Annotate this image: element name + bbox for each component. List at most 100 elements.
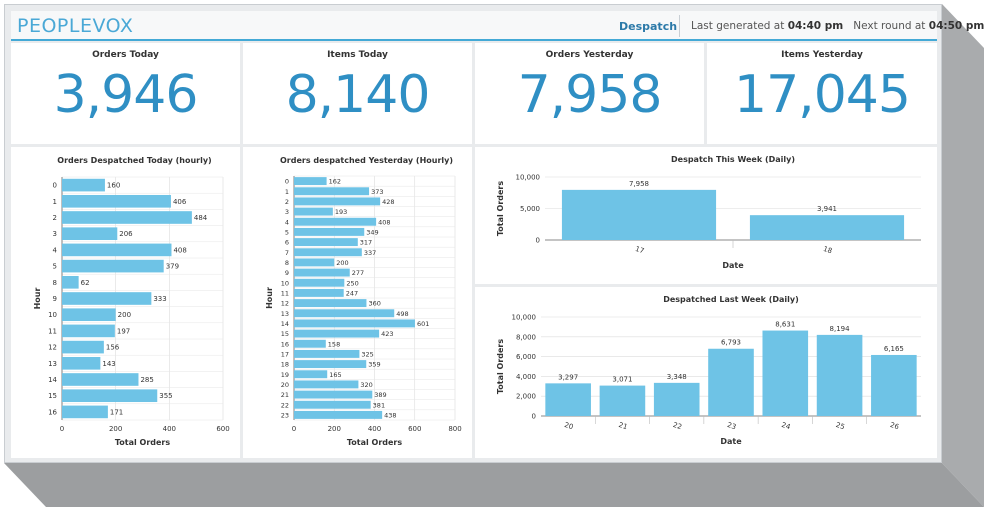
data-label: 3,071: [612, 376, 632, 384]
y-tick-label: 4: [53, 246, 58, 254]
y-tick-label: 12: [48, 344, 57, 352]
y-tick-label: 8: [285, 259, 289, 267]
y-tick-label: 10,000: [516, 174, 541, 182]
data-label: 360: [368, 300, 380, 308]
y-tick-label: 10: [48, 311, 57, 319]
data-label: 247: [346, 289, 358, 297]
y-tick-label: 13: [48, 360, 57, 368]
data-label: 498: [396, 310, 408, 318]
kpi-title: Orders Yesterday: [545, 50, 634, 60]
data-label: 406: [173, 198, 187, 206]
data-label: 197: [117, 327, 130, 335]
kpi-title: Orders Today: [92, 50, 159, 60]
data-label: 355: [159, 392, 172, 400]
y-tick-label: 22: [281, 401, 289, 409]
header-bar: PEOPLEVOX Despatch Last generated at 04:…: [11, 11, 984, 41]
data-label: 6,793: [721, 339, 741, 347]
data-label: 160: [107, 182, 120, 190]
data-label: 200: [336, 259, 348, 267]
data-label: 381: [373, 401, 385, 409]
chart-title: Orders despatched Yesterday (Hourly): [280, 156, 453, 165]
data-label: 601: [417, 320, 429, 328]
bar: [294, 278, 345, 287]
chart-panel-today-hourly: Orders Despatched Today (hourly) 0 200 400 6…: [11, 147, 240, 458]
y-tick-label: 14: [281, 320, 289, 328]
x-tick-label: 17: [634, 245, 645, 255]
bar: [62, 405, 108, 419]
x-tick-label: 400: [163, 425, 176, 433]
y-tick-label: 9: [285, 269, 289, 277]
x-axis-title: Date: [720, 437, 742, 446]
kpi-value: 3,946: [53, 65, 199, 125]
chart-today-hourly: Orders Despatched Today (hourly) 0 200 400 6…: [33, 156, 230, 447]
y-tick-label: 3: [53, 230, 57, 238]
y-tick-label: 5,000: [520, 205, 540, 213]
y-tick-label: 9: [53, 295, 57, 303]
y-tick-label: 5: [285, 228, 289, 236]
nav-despatch[interactable]: Despatch: [619, 20, 678, 33]
data-label: 3,297: [558, 373, 578, 381]
y-tick-label: 11: [281, 289, 289, 297]
bar: [62, 227, 118, 241]
data-label: 158: [328, 340, 340, 348]
bar: [62, 194, 171, 208]
y-tick-label: 11: [48, 327, 57, 335]
data-label: 428: [382, 198, 394, 206]
y-axis-title: Hour: [33, 288, 42, 310]
data-label: 349: [366, 228, 378, 236]
x-tick-label: 23: [726, 421, 737, 431]
data-label: 317: [360, 239, 372, 247]
x-tick-label: 400: [368, 425, 381, 433]
data-label: 171: [110, 408, 123, 416]
bar: [294, 360, 367, 369]
bar: [294, 288, 344, 297]
x-tick-label: 200: [328, 425, 341, 433]
y-tick-label: 2: [53, 214, 57, 222]
peoplevox-logo[interactable]: PEOPLEVOX: [17, 15, 134, 37]
y-tick-label: 10,000: [512, 314, 537, 322]
data-label: 193: [335, 208, 347, 216]
y-tick-label: 4: [285, 218, 289, 226]
bar: [816, 334, 863, 416]
bar: [62, 178, 105, 192]
data-label: 359: [368, 361, 380, 369]
bar: [294, 207, 333, 216]
bar: [871, 354, 917, 416]
data-label: 165: [329, 371, 341, 379]
y-tick-label: 8: [53, 279, 57, 287]
bar: [294, 370, 328, 379]
kpi-items-yesterday: Items Yesterday 17,045: [707, 43, 937, 144]
data-label: 156: [106, 344, 120, 352]
y-tick-label: 10: [281, 279, 289, 287]
bar: [62, 373, 139, 386]
bar: [62, 259, 164, 273]
bar: [62, 275, 79, 289]
bar: [294, 248, 362, 257]
bar: [749, 215, 905, 240]
bar: [62, 389, 158, 403]
slab-right-face: [942, 4, 984, 507]
generated-time: 04:40 pm: [787, 20, 844, 32]
bar: [294, 349, 360, 358]
data-label: 200: [118, 311, 131, 319]
x-tick-label: 0: [292, 425, 296, 433]
y-tick-label: 15: [281, 330, 289, 338]
y-tick-label: 7: [285, 249, 289, 257]
chart-panel-yesterday-hourly: Orders despatched Yesterday (Hourly) 0 200…: [243, 147, 472, 458]
bar: [599, 385, 646, 416]
bar: [294, 187, 370, 196]
y-tick-label: 4,000: [516, 373, 536, 381]
data-label: 408: [173, 246, 186, 254]
y-tick-label: 0: [536, 237, 540, 245]
bar: [294, 258, 335, 267]
bar: [62, 340, 104, 354]
data-label: 6,165: [884, 345, 904, 353]
chart-yesterday-hourly: Orders despatched Yesterday (Hourly) 0 200…: [265, 156, 462, 447]
data-label: 143: [102, 360, 115, 368]
chart-title: Despatched Last Week (Daily): [663, 295, 799, 304]
data-label: 206: [119, 230, 133, 238]
bar: [294, 177, 327, 186]
y-tick-label: 15: [48, 392, 57, 400]
x-tick-label: 24: [780, 421, 791, 432]
y-tick-label: 1: [285, 188, 289, 196]
